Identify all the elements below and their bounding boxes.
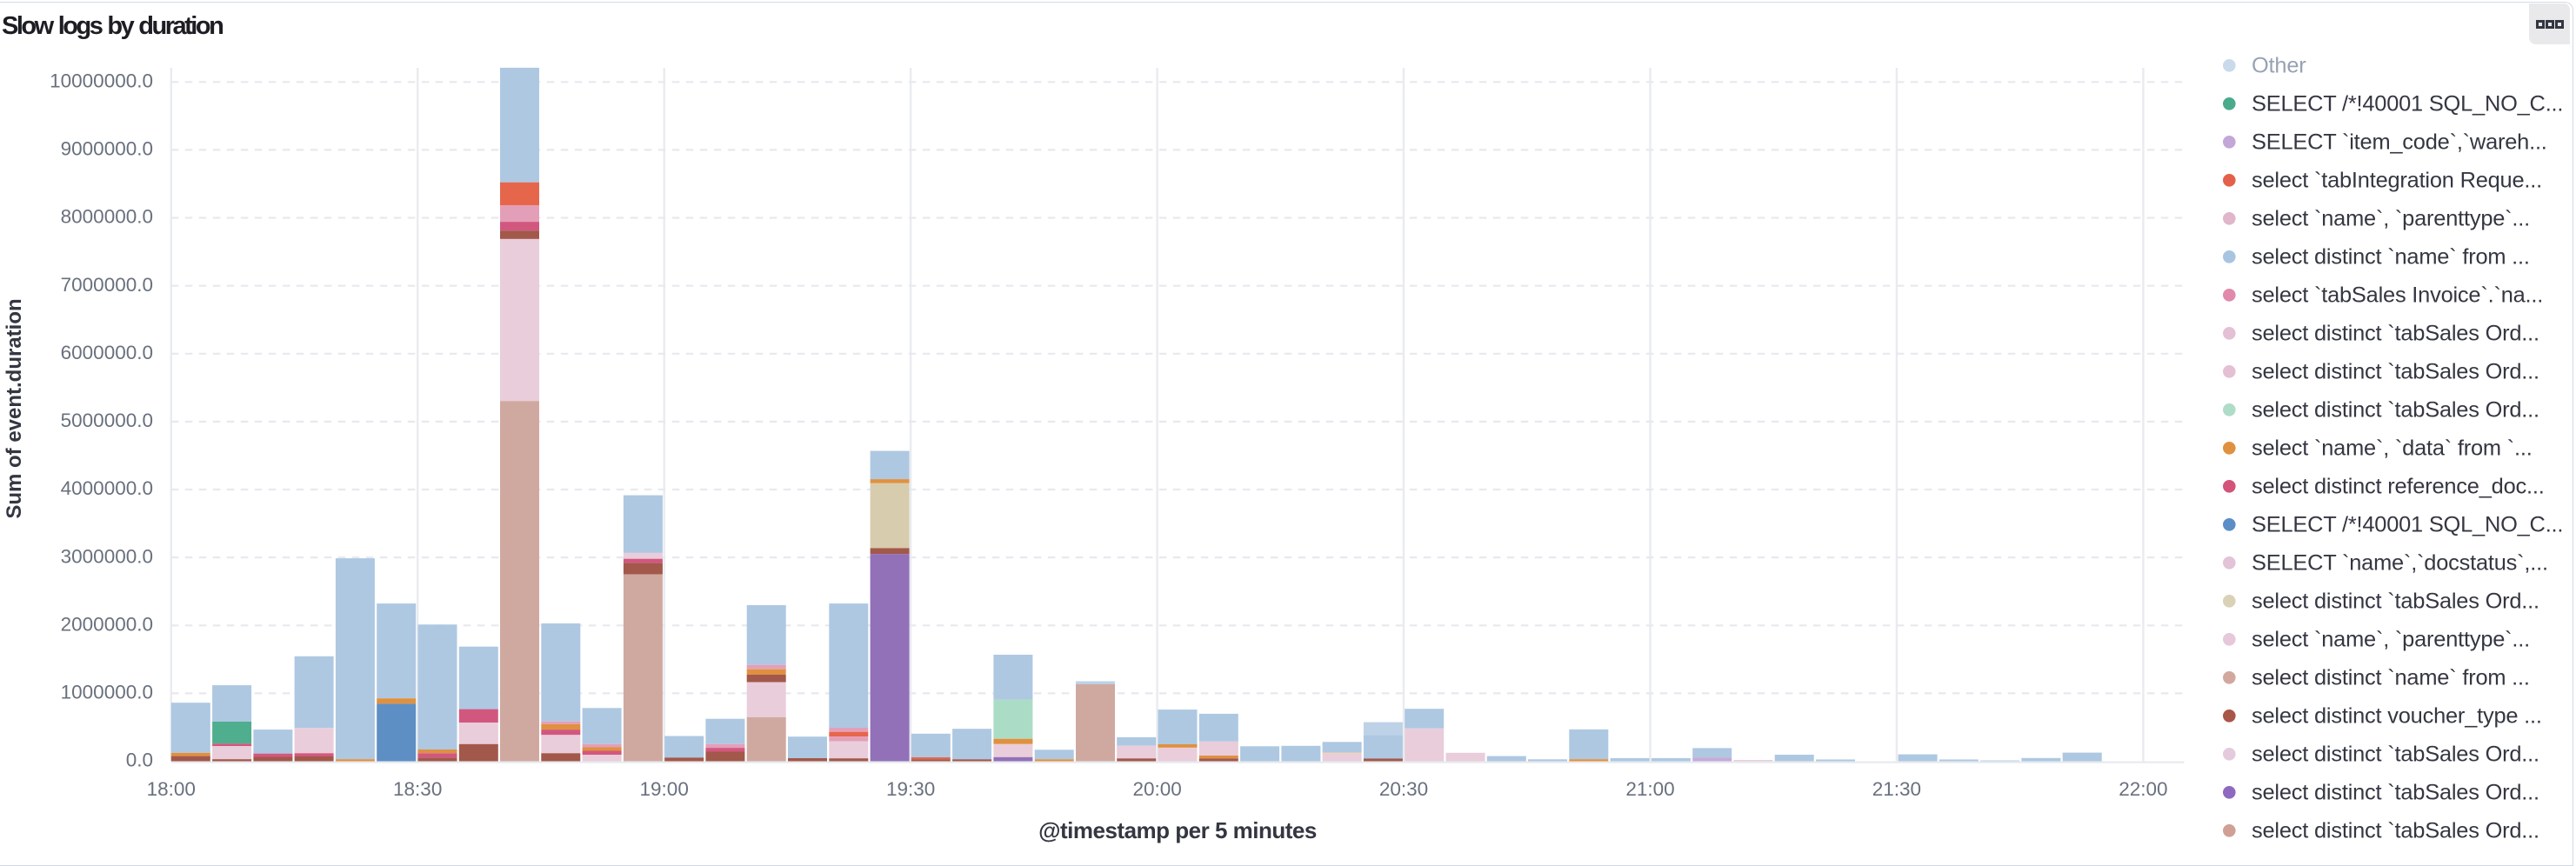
svg-text:select distinct `tabSales Ord.: select distinct `tabSales Ord... (2252, 780, 2539, 804)
svg-text:5000000.0: 5000000.0 (61, 410, 153, 431)
svg-text:select `tabIntegration Reque..: select `tabIntegration Reque... (2252, 168, 2542, 192)
svg-text:6000000.0: 6000000.0 (61, 342, 153, 363)
svg-text:SELECT `name`,`docstatus`,...: SELECT `name`,`docstatus`,... (2252, 550, 2548, 575)
svg-text:1000000.0: 1000000.0 (61, 682, 153, 703)
svg-text:SELECT /*!40001 SQL_NO_C...: SELECT /*!40001 SQL_NO_C... (2252, 91, 2563, 116)
svg-text:select distinct `tabSales Ord.: select distinct `tabSales Ord... (2252, 359, 2539, 383)
svg-text:SELECT /*!40001 SQL_NO_C...: SELECT /*!40001 SQL_NO_C... (2252, 512, 2563, 536)
svg-text:3000000.0: 3000000.0 (61, 545, 153, 567)
svg-text:18:00: 18:00 (147, 778, 196, 800)
svg-text:select distinct `name` from ..: select distinct `name` from ... (2252, 665, 2530, 689)
svg-text:select distinct `tabSales Ord.: select distinct `tabSales Ord... (2252, 589, 2539, 613)
svg-text:select distinct `name` from ..: select distinct `name` from ... (2252, 244, 2530, 269)
svg-text:select distinct `tabSales Ord.: select distinct `tabSales Ord... (2252, 397, 2539, 422)
svg-text:21:30: 21:30 (1872, 778, 1921, 800)
svg-text:SELECT `item_code`,`wareh...: SELECT `item_code`,`wareh... (2252, 130, 2547, 154)
svg-text:select `name`, `data` from `..: select `name`, `data` from `... (2252, 436, 2533, 460)
svg-text:2000000.0: 2000000.0 (61, 614, 153, 636)
svg-text:0.0: 0.0 (126, 749, 153, 771)
svg-text:9000000.0: 9000000.0 (61, 138, 153, 160)
svg-text:21:00: 21:00 (1625, 778, 1674, 800)
svg-text:20:00: 20:00 (1132, 778, 1181, 800)
svg-text:Other: Other (2252, 53, 2306, 77)
svg-text:7000000.0: 7000000.0 (61, 274, 153, 296)
svg-text:select distinct `tabSales Ord.: select distinct `tabSales Ord... (2252, 321, 2539, 345)
svg-text:select `name`, `parenttype`...: select `name`, `parenttype`... (2252, 627, 2530, 651)
svg-text:10000000.0: 10000000.0 (50, 70, 153, 92)
svg-text:19:30: 19:30 (886, 778, 935, 800)
svg-text:Sum of event.duration: Sum of event.duration (3, 298, 26, 518)
svg-text:select distinct `tabSales Ord.: select distinct `tabSales Ord... (2252, 742, 2539, 766)
svg-text:@timestamp per 5 minutes: @timestamp per 5 minutes (1038, 817, 1317, 843)
svg-text:18:30: 18:30 (393, 778, 442, 800)
svg-text:22:00: 22:00 (2119, 778, 2167, 800)
svg-text:19:00: 19:00 (640, 778, 689, 800)
svg-text:8000000.0: 8000000.0 (61, 206, 153, 228)
svg-text:4000000.0: 4000000.0 (61, 477, 153, 499)
svg-text:select distinct voucher_type .: select distinct voucher_type ... (2252, 703, 2542, 728)
svg-text:20:30: 20:30 (1379, 778, 1428, 800)
svg-text:select distinct reference_doc.: select distinct reference_doc... (2252, 474, 2545, 498)
svg-text:select distinct `tabSales Ord.: select distinct `tabSales Ord... (2252, 818, 2539, 843)
svg-text:select `tabSales Invoice`.`na.: select `tabSales Invoice`.`na... (2252, 283, 2543, 307)
svg-text:select `name`, `parenttype`...: select `name`, `parenttype`... (2252, 206, 2530, 230)
